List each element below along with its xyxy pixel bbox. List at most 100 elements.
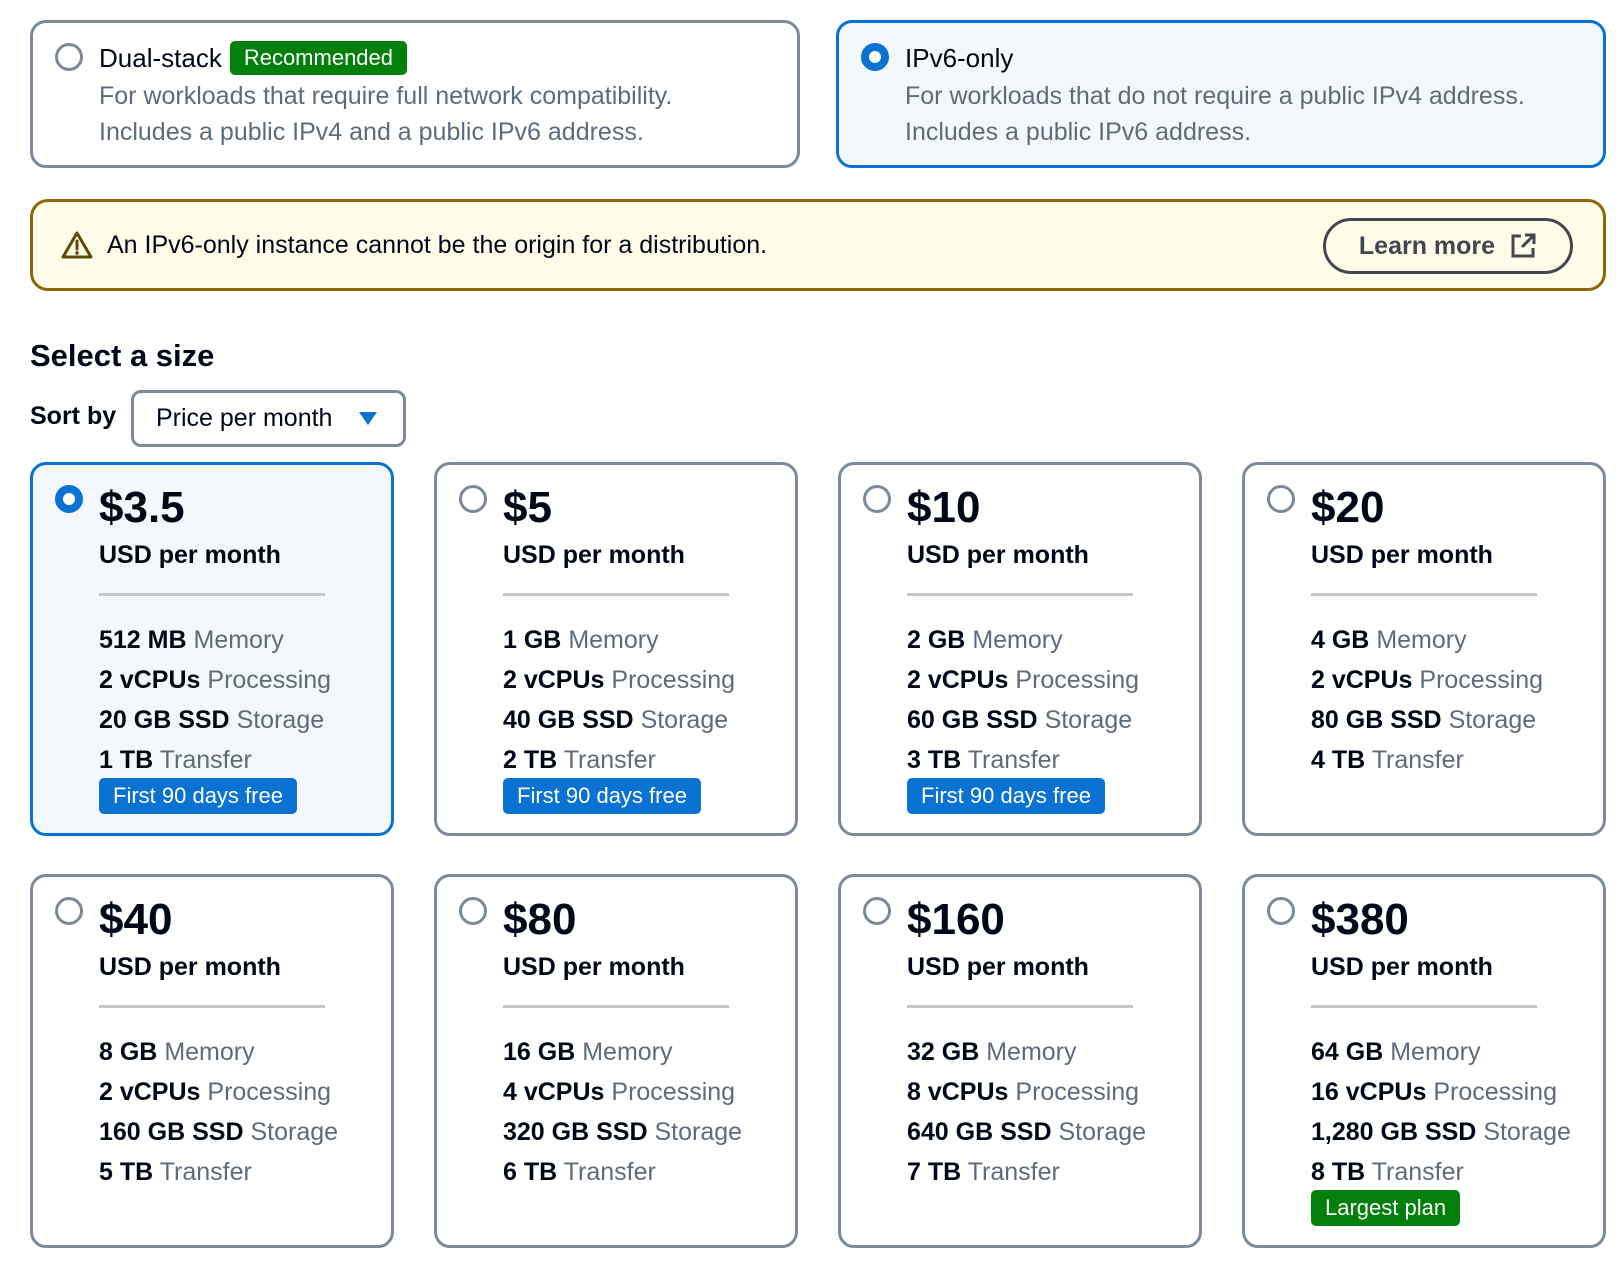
plan-processing: 16 vCPUs Processing: [1311, 1078, 1557, 1106]
plan-tag: Largest plan: [1311, 1190, 1461, 1226]
plan-specs: 32 GB Memory 8 vCPUs Processing 640 GB S…: [907, 1032, 1146, 1192]
plan-transfer: 4 TB Transfer: [1311, 746, 1464, 774]
plan-storage: 160 GB SSD Storage: [99, 1118, 339, 1146]
plan-memory: 1 GB Memory: [503, 626, 659, 654]
plan-divider: [907, 593, 1133, 596]
ipv6-warning-alert: An IPv6-only instance cannot be the orig…: [30, 199, 1606, 291]
plan-specs: 8 GB Memory 2 vCPUs Processing 160 GB SS…: [99, 1032, 338, 1192]
plan-specs: 1 GB Memory 2 vCPUs Processing 40 GB SSD…: [503, 620, 735, 780]
ipv6-only-description: For workloads that do not require a publ…: [905, 78, 1525, 150]
ipv6-only-title-row: IPv6-only: [905, 41, 1013, 75]
plan-processing: 2 vCPUs Processing: [503, 666, 736, 694]
plan-storage: 40 GB SSD Storage: [503, 706, 729, 734]
plan-price: $3.5: [99, 483, 185, 532]
plan-transfer: 5 TB Transfer: [99, 1158, 252, 1186]
plan-transfer: 8 TB Transfer: [1311, 1158, 1464, 1186]
plan-processing: 4 vCPUs Processing: [503, 1078, 736, 1106]
plan-card-80[interactable]: $80 USD per month 16 GB Memory 4 vCPUs P…: [434, 874, 798, 1248]
plan-price-unit: USD per month: [1311, 953, 1493, 981]
plan-specs: 4 GB Memory 2 vCPUs Processing 80 GB SSD…: [1311, 620, 1543, 780]
plan-radio[interactable]: [459, 485, 487, 513]
plan-price-unit: USD per month: [99, 953, 281, 981]
plan-radio[interactable]: [459, 897, 487, 925]
plan-price: $5: [503, 483, 552, 532]
plan-processing: 2 vCPUs Processing: [907, 666, 1140, 694]
plan-memory: 4 GB Memory: [1311, 626, 1467, 654]
plan-price: $80: [503, 895, 577, 944]
plan-divider: [907, 1005, 1133, 1008]
plan-price: $10: [907, 483, 981, 532]
plan-storage: 640 GB SSD Storage: [907, 1118, 1147, 1146]
plan-memory: 32 GB Memory: [907, 1038, 1077, 1066]
plan-price-unit: USD per month: [1311, 541, 1493, 569]
ipv6-only-radio[interactable]: [861, 43, 889, 71]
plan-memory: 16 GB Memory: [503, 1038, 673, 1066]
plan-tag: First 90 days free: [99, 778, 297, 814]
plan-tag: First 90 days free: [503, 778, 701, 814]
plan-transfer: 3 TB Transfer: [907, 746, 1060, 774]
plan-radio[interactable]: [1267, 485, 1295, 513]
plan-divider: [99, 593, 325, 596]
dual-stack-title: Dual-stack: [99, 43, 222, 73]
plan-price: $380: [1311, 895, 1409, 944]
plan-card-3-5[interactable]: $3.5 USD per month 512 MB Memory 2 vCPUs…: [30, 462, 394, 836]
network-option-ipv6-only[interactable]: IPv6-only For workloads that do not requ…: [836, 20, 1606, 168]
ipv6-only-desc-line-1: For workloads that do not require a publ…: [905, 82, 1525, 110]
plan-price-unit: USD per month: [99, 541, 281, 569]
plan-specs: 2 GB Memory 2 vCPUs Processing 60 GB SSD…: [907, 620, 1139, 780]
network-option-dual-stack[interactable]: Dual-stack Recommended For workloads tha…: [30, 20, 800, 168]
plan-radio[interactable]: [863, 485, 891, 513]
plan-divider: [1311, 593, 1537, 596]
plan-card-40[interactable]: $40 USD per month 8 GB Memory 2 vCPUs Pr…: [30, 874, 394, 1248]
plan-storage: 1,280 GB SSD Storage: [1311, 1118, 1571, 1146]
plan-processing: 2 vCPUs Processing: [1311, 666, 1544, 694]
plan-radio[interactable]: [55, 485, 83, 513]
plan-storage: 80 GB SSD Storage: [1311, 706, 1537, 734]
plan-storage: 20 GB SSD Storage: [99, 706, 325, 734]
plan-card-10[interactable]: $10 USD per month 2 GB Memory 2 vCPUs Pr…: [838, 462, 1202, 836]
learn-more-label: Learn more: [1358, 231, 1496, 260]
plan-processing: 8 vCPUs Processing: [907, 1078, 1140, 1106]
plan-divider: [503, 1005, 729, 1008]
plan-tag: First 90 days free: [907, 778, 1105, 814]
sort-by-select[interactable]: Price per month: [131, 390, 406, 447]
dual-stack-title-row: Dual-stack Recommended: [99, 41, 408, 75]
plan-price: $40: [99, 895, 173, 944]
plan-grid: $3.5 USD per month 512 MB Memory 2 vCPUs…: [30, 462, 1606, 1248]
plan-transfer: 2 TB Transfer: [503, 746, 656, 774]
plan-memory: 2 GB Memory: [907, 626, 1063, 654]
learn-more-button[interactable]: Learn more: [1323, 218, 1573, 274]
plan-specs: 512 MB Memory 2 vCPUs Processing 20 GB S…: [99, 620, 331, 780]
ipv6-only-title: IPv6-only: [905, 43, 1014, 73]
plan-memory: 8 GB Memory: [99, 1038, 255, 1066]
recommended-badge: Recommended: [229, 41, 408, 75]
sort-by-label: Sort by: [30, 402, 117, 430]
plan-radio[interactable]: [55, 897, 83, 925]
ipv6-only-desc-line-2: Includes a public IPv6 address.: [905, 118, 1252, 146]
plan-card-160[interactable]: $160 USD per month 32 GB Memory 8 vCPUs …: [838, 874, 1202, 1248]
dual-stack-desc-line-2: Includes a public IPv4 and a public IPv6…: [99, 118, 644, 146]
dual-stack-radio[interactable]: [55, 43, 83, 71]
select-size-heading: Select a size: [30, 338, 215, 373]
plan-storage: 320 GB SSD Storage: [503, 1118, 743, 1146]
plan-card-20[interactable]: $20 USD per month 4 GB Memory 2 vCPUs Pr…: [1242, 462, 1606, 836]
warning-triangle-icon: [61, 231, 93, 259]
plan-radio[interactable]: [1267, 897, 1295, 925]
plan-price-unit: USD per month: [503, 541, 685, 569]
plan-price: $20: [1311, 483, 1385, 532]
plan-memory: 512 MB Memory: [99, 626, 284, 654]
plan-radio[interactable]: [863, 897, 891, 925]
plan-divider: [99, 1005, 325, 1008]
plan-price-unit: USD per month: [503, 953, 685, 981]
plan-transfer: 6 TB Transfer: [503, 1158, 656, 1186]
dual-stack-description: For workloads that require full network …: [99, 78, 672, 150]
plan-card-5[interactable]: $5 USD per month 1 GB Memory 2 vCPUs Pro…: [434, 462, 798, 836]
plan-specs: 64 GB Memory 16 vCPUs Processing 1,280 G…: [1311, 1032, 1571, 1192]
plan-memory: 64 GB Memory: [1311, 1038, 1481, 1066]
plan-transfer: 7 TB Transfer: [907, 1158, 1060, 1186]
warning-text: An IPv6-only instance cannot be the orig…: [107, 231, 768, 259]
dual-stack-desc-line-1: For workloads that require full network …: [99, 82, 673, 110]
plan-processing: 2 vCPUs Processing: [99, 666, 332, 694]
plan-card-380[interactable]: $380 USD per month 64 GB Memory 16 vCPUs…: [1242, 874, 1606, 1248]
